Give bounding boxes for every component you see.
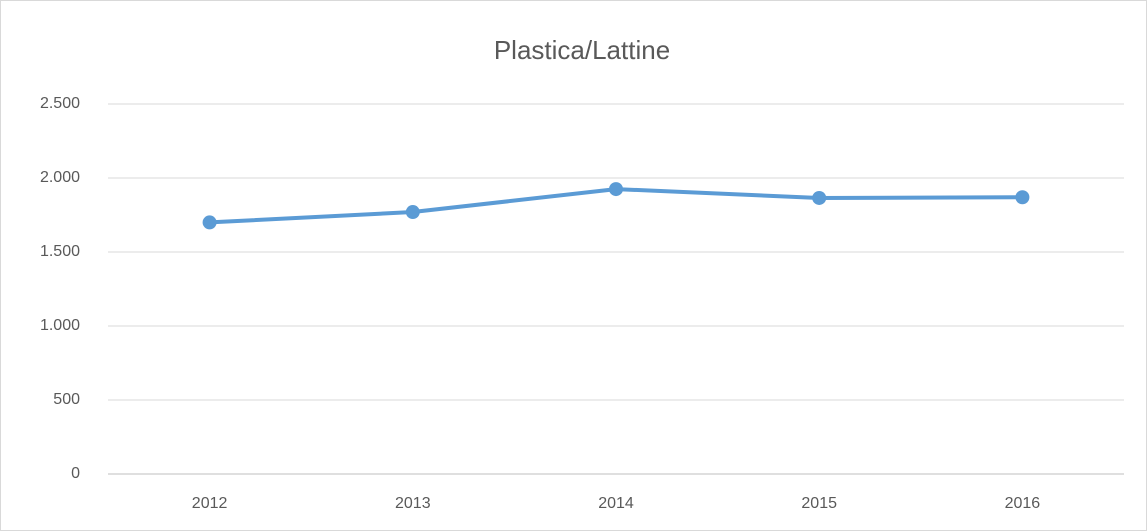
x-tick-label: 2012 — [192, 495, 228, 512]
x-tick-label: 2016 — [1005, 495, 1041, 512]
marker — [1015, 190, 1030, 205]
chart-title: Plastica/Lattine — [494, 35, 670, 65]
marker — [405, 205, 420, 220]
marker — [202, 215, 217, 230]
marker — [812, 190, 827, 205]
x-tick-label: 2015 — [801, 495, 837, 512]
y-tick-label: 2.500 — [40, 95, 80, 112]
marker — [609, 182, 623, 197]
y-tick-label: 1.500 — [40, 243, 80, 260]
x-tick-label: 2014 — [598, 495, 634, 512]
x-tick-label: 2013 — [395, 495, 431, 512]
y-tick-label: 500 — [53, 391, 80, 408]
y-tick-label: 1.000 — [40, 317, 80, 334]
y-tick-label: 0 — [71, 465, 80, 482]
y-tick-label: 2.000 — [40, 169, 80, 186]
